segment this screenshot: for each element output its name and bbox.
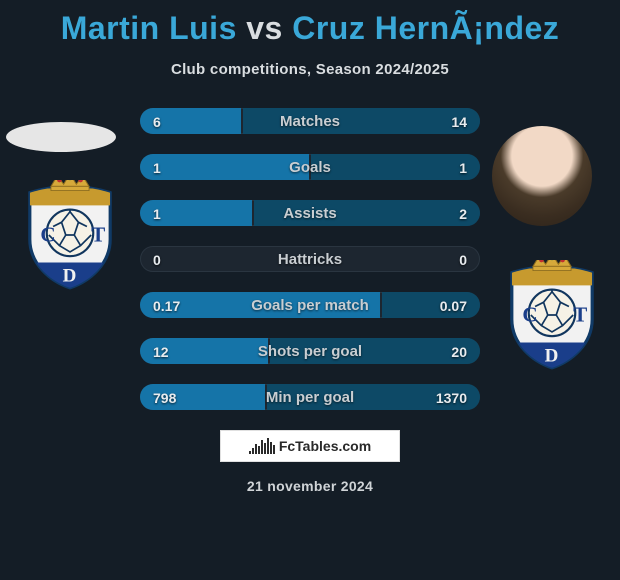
- stat-label: Min per goal: [141, 385, 479, 411]
- stat-value-left: 6: [153, 109, 161, 135]
- player2-avatar: [492, 126, 592, 226]
- stat-value-right: 1370: [436, 385, 467, 411]
- stat-row: Shots per goal12 20: [140, 338, 480, 364]
- stat-label: Shots per goal: [141, 339, 479, 365]
- stat-row: Matches6 14: [140, 108, 480, 134]
- stat-row: Hattricks0 0: [140, 246, 480, 272]
- stat-value-right: 0.07: [440, 293, 467, 319]
- stat-value-left: 0.17: [153, 293, 180, 319]
- stat-row: Assists1 2: [140, 200, 480, 226]
- player2-club-crest: C T D: [498, 260, 606, 370]
- player1-avatar: [6, 122, 116, 152]
- stat-value-right: 20: [451, 339, 467, 365]
- stat-value-left: 1: [153, 201, 161, 227]
- svg-text:C: C: [522, 302, 537, 326]
- player1-name: Martin Luis: [61, 10, 237, 46]
- footer-logo: FcTables.com: [220, 430, 400, 462]
- stat-value-right: 14: [451, 109, 467, 135]
- footer-logo-text: FcTables.com: [279, 438, 371, 454]
- svg-text:D: D: [545, 346, 559, 367]
- player2-name: Cruz HernÃ¡ndez: [292, 10, 559, 46]
- stat-value-left: 0: [153, 247, 161, 273]
- stat-value-left: 798: [153, 385, 176, 411]
- footer-date: 21 november 2024: [0, 478, 620, 494]
- stat-value-right: 0: [459, 247, 467, 273]
- stat-row: Min per goal798 1370: [140, 384, 480, 410]
- stat-value-left: 1: [153, 155, 161, 181]
- player1-club-crest: C T D: [16, 180, 124, 290]
- stat-label: Assists: [141, 201, 479, 227]
- svg-text:T: T: [573, 302, 587, 326]
- stat-label: Goals: [141, 155, 479, 181]
- subtitle: Club competitions, Season 2024/2025: [0, 61, 620, 78]
- stat-label: Matches: [141, 109, 479, 135]
- stat-row: Goals1 1: [140, 154, 480, 180]
- svg-text:C: C: [40, 222, 55, 246]
- svg-text:T: T: [91, 222, 105, 246]
- footer-logo-bars-icon: [249, 438, 275, 454]
- stat-value-left: 12: [153, 339, 169, 365]
- stat-value-right: 2: [459, 201, 467, 227]
- stat-label: Goals per match: [141, 293, 479, 319]
- stat-row: Goals per match0.17 0.07: [140, 292, 480, 318]
- stat-value-right: 1: [459, 155, 467, 181]
- svg-text:D: D: [63, 266, 77, 287]
- stats-container: Matches614Goals11Assists12Hattricks00Goa…: [140, 108, 480, 410]
- title-vs: vs: [246, 10, 283, 46]
- comparison-title: Martin Luis vs Cruz HernÃ¡ndez: [0, 0, 620, 47]
- stat-label: Hattricks: [141, 247, 479, 273]
